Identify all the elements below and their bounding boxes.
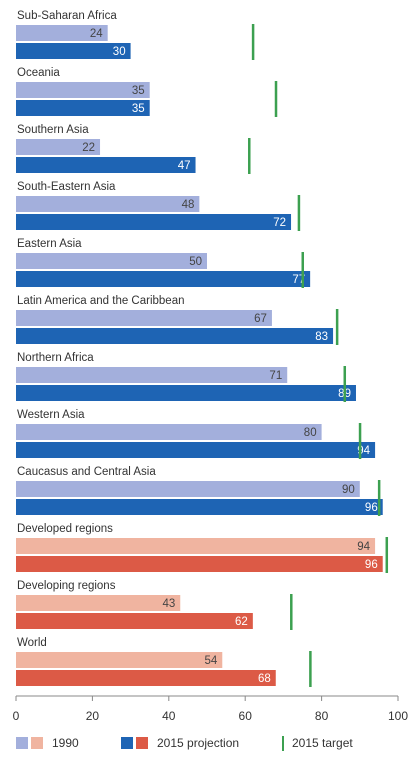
target-marker-sub-saharan-africa xyxy=(251,24,255,60)
value-label-2015-world: 68 xyxy=(258,673,271,685)
legend-swatch-target xyxy=(282,735,284,751)
target-marker-latin-america-and-the-caribbean xyxy=(335,309,339,345)
category-label-sub-saharan-africa: Sub-Saharan Africa xyxy=(17,10,117,22)
category-label-western-asia: Western Asia xyxy=(17,409,85,421)
bar-2015-southern-asia xyxy=(16,157,196,173)
value-label-1990-developing-regions: 43 xyxy=(162,598,175,610)
bar-1990-sub-saharan-africa xyxy=(16,25,108,41)
legend-label-2015-projection: 2015 projection xyxy=(157,736,240,750)
value-label-2015-southern-asia: 47 xyxy=(178,160,191,172)
legend-item-1990: 1990 xyxy=(16,731,79,755)
value-label-1990-south-eastern-asia: 48 xyxy=(182,199,195,211)
value-label-1990-developed-regions: 94 xyxy=(357,541,370,553)
bar-1990-southern-asia xyxy=(16,139,101,155)
x-tick-label-0: 0 xyxy=(13,709,20,723)
legend-item-2015-projection: 2015 projection xyxy=(121,731,239,755)
value-label-1990-latin-america-and-the-caribbean: 67 xyxy=(254,313,267,325)
bar-2015-latin-america-and-the-caribbean xyxy=(16,328,334,344)
bar-1990-caucasus-and-central-asia xyxy=(16,481,360,497)
category-label-southern-asia: Southern Asia xyxy=(17,124,89,136)
value-label-1990-eastern-asia: 50 xyxy=(189,256,202,268)
bar-2015-developing-regions xyxy=(16,613,253,629)
bar-1990-south-eastern-asia xyxy=(16,196,200,212)
value-label-2015-caucasus-and-central-asia: 96 xyxy=(365,502,378,514)
bar-1990-world xyxy=(16,652,223,668)
target-marker-world xyxy=(309,651,312,687)
target-marker-developing-regions xyxy=(290,594,293,630)
value-label-1990-northern-africa: 71 xyxy=(269,370,282,382)
category-label-world: World xyxy=(17,637,47,649)
target-marker-eastern-asia xyxy=(301,252,304,288)
bar-1990-latin-america-and-the-caribbean xyxy=(16,310,272,326)
bar-2015-northern-africa xyxy=(16,385,356,401)
legend-swatch-region-2015 xyxy=(121,737,133,749)
value-label-1990-sub-saharan-africa: 24 xyxy=(90,28,103,40)
legend-item-2015-target: 2015 target xyxy=(282,731,353,755)
x-tick-label-100: 100 xyxy=(388,709,408,723)
bar-1990-western-asia xyxy=(16,424,322,440)
bar-2015-western-asia xyxy=(16,442,376,458)
bar-2015-world xyxy=(16,670,276,686)
target-marker-southern-asia xyxy=(248,138,251,174)
value-label-2015-developed-regions: 96 xyxy=(365,559,378,571)
legend-swatch-region-1990 xyxy=(16,737,28,749)
value-label-1990-oceania: 35 xyxy=(132,85,145,97)
category-label-latin-america-and-the-caribbean: Latin America and the Caribbean xyxy=(17,295,185,307)
legend-swatch-aggregate-2015 xyxy=(136,737,148,749)
legend-swatch-aggregate-1990 xyxy=(31,737,43,749)
target-marker-western-asia xyxy=(358,423,362,459)
bar-2015-oceania xyxy=(16,100,150,116)
target-marker-northern-africa xyxy=(343,366,347,402)
category-label-developing-regions: Developing regions xyxy=(17,580,116,592)
category-label-northern-africa: Northern Africa xyxy=(17,352,94,364)
x-tick-label-40: 40 xyxy=(162,709,176,723)
target-marker-caucasus-and-central-asia xyxy=(377,480,381,516)
value-label-2015-oceania: 35 xyxy=(132,103,145,115)
x-tick-label-20: 20 xyxy=(86,709,100,723)
bar-2015-sub-saharan-africa xyxy=(16,43,131,59)
value-label-2015-sub-saharan-africa: 30 xyxy=(113,46,126,58)
legend-label-2015-target: 2015 target xyxy=(292,736,353,750)
target-marker-south-eastern-asia xyxy=(297,195,301,231)
value-label-1990-world: 54 xyxy=(204,655,217,667)
value-label-1990-southern-asia: 22 xyxy=(82,142,95,154)
bar-2015-eastern-asia xyxy=(16,271,311,287)
value-label-1990-western-asia: 80 xyxy=(304,427,317,439)
x-tick-label-60: 60 xyxy=(239,709,253,723)
bar-1990-oceania xyxy=(16,82,150,98)
category-label-oceania: Oceania xyxy=(17,67,60,79)
target-marker-developed-regions xyxy=(385,537,389,573)
category-label-caucasus-and-central-asia: Caucasus and Central Asia xyxy=(17,466,156,478)
value-label-2015-latin-america-and-the-caribbean: 83 xyxy=(315,331,328,343)
bar-1990-developing-regions xyxy=(16,595,181,611)
x-tick-label-80: 80 xyxy=(315,709,329,723)
category-label-south-eastern-asia: South-Eastern Asia xyxy=(17,181,116,193)
bar-1990-developed-regions xyxy=(16,538,376,554)
legend-label-1990: 1990 xyxy=(52,736,79,750)
category-label-developed-regions: Developed regions xyxy=(17,523,113,535)
bar-2015-caucasus-and-central-asia xyxy=(16,499,383,515)
value-label-2015-south-eastern-asia: 72 xyxy=(273,217,286,229)
bar-2015-south-eastern-asia xyxy=(16,214,292,230)
value-label-2015-developing-regions: 62 xyxy=(235,616,248,628)
value-label-1990-caucasus-and-central-asia: 90 xyxy=(342,484,355,496)
legend: 1990 2015 projection 2015 target xyxy=(14,731,404,755)
bar-2015-developed-regions xyxy=(16,556,383,572)
bar-1990-northern-africa xyxy=(16,367,288,383)
category-label-eastern-asia: Eastern Asia xyxy=(17,238,82,250)
bar-1990-eastern-asia xyxy=(16,253,207,269)
target-marker-oceania xyxy=(274,81,278,117)
